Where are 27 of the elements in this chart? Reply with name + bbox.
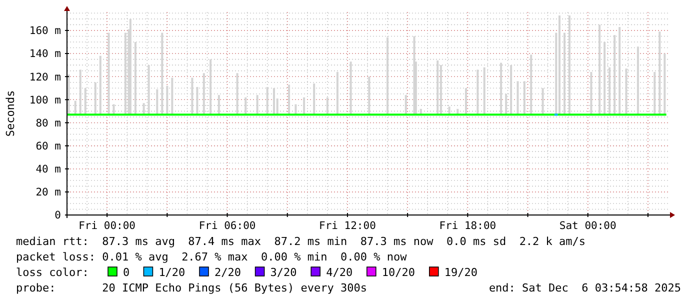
- legend-label: 4/20: [326, 266, 353, 279]
- legend-label: 3/20: [270, 266, 297, 279]
- y-tick-label: 140 m: [29, 48, 61, 60]
- text: packet loss: 0.01 % avg 2.67 % max 0.00 % min 0.00 % now: [16, 250, 408, 264]
- x-tick-label: Fri 12:00: [319, 220, 376, 232]
- legend-label: 1/20: [158, 266, 186, 279]
- legend-title: loss color:: [16, 266, 89, 279]
- y-tick-label: 80 m: [36, 117, 61, 130]
- legend-label: 10/20: [382, 266, 416, 279]
- y-tick-label: 0: [54, 210, 61, 222]
- y-tick-label: 100 m: [29, 94, 61, 106]
- y-tick-label: 20 m: [36, 186, 61, 199]
- text: probe: 20 ICMP Echo Pings (56 Bytes) every 300s: [16, 282, 367, 294]
- x-tick-label: Fri 00:00: [78, 220, 136, 232]
- x-tick-label: Fri 06:00: [198, 220, 256, 232]
- legend-label: 0: [123, 266, 130, 279]
- text: end: Sat Dec 6 03:54:58 2025: [488, 282, 681, 294]
- y-tick-label: 160 m: [29, 25, 61, 38]
- x-tick-label: Fri 18:00: [439, 220, 496, 232]
- y-tick-label: 120 m: [29, 71, 61, 84]
- legend-label: 2/20: [214, 266, 241, 279]
- y-axis-title: Seconds: [4, 90, 17, 137]
- text: median rtt: 87.3 ms avg 87.4 ms max 87.2 ms min 87.3 ms now 0.0 ms sd 2.2 k am/s: [16, 235, 586, 248]
- x-tick-label: Sat 00:00: [559, 220, 616, 232]
- y-tick-label: 60 m: [36, 140, 61, 152]
- y-tick-label: 40 m: [36, 164, 61, 176]
- legend-label: 19/20: [444, 266, 478, 279]
